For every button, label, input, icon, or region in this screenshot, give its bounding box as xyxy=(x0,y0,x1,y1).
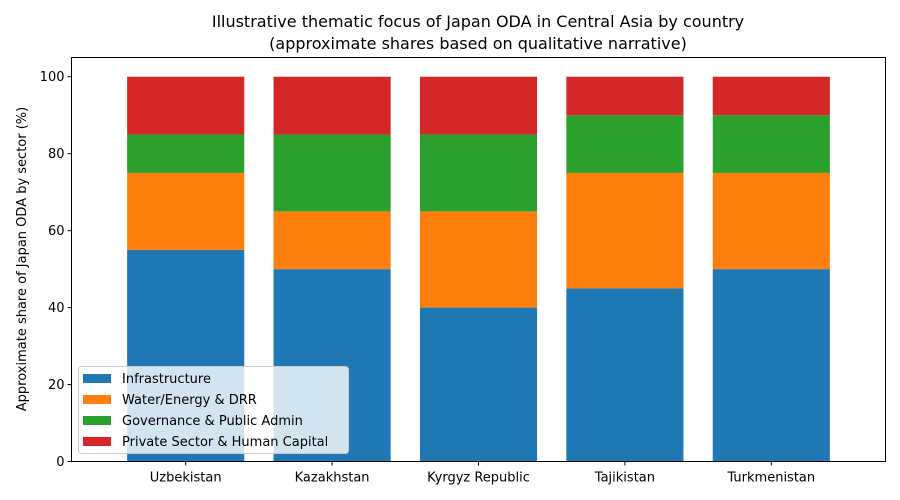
legend-box xyxy=(78,366,349,454)
chart-subtitle: (approximate shares based on qualitative… xyxy=(269,34,687,53)
x-tick-label: Turkmenistan xyxy=(726,471,815,486)
x-tick-label: Tajikistan xyxy=(594,471,655,486)
bar-segment xyxy=(419,307,538,462)
bar-segment xyxy=(712,172,830,270)
x-tick-label: Uzbekistan xyxy=(150,471,222,486)
bar-segment xyxy=(419,134,538,212)
y-tick-label: 80 xyxy=(48,147,65,162)
chart-title: Illustrative thematic focus of Japan ODA… xyxy=(212,12,744,31)
y-tick-label: 100 xyxy=(40,70,65,85)
bar-segment xyxy=(566,76,684,116)
bar-segment xyxy=(273,134,391,212)
y-tick-label: 0 xyxy=(56,455,64,470)
x-ticks: Uzbekistan Kazakhstan Kyrgyz Republic Tajik… xyxy=(150,461,815,486)
y-ticks: 0 20 40 60 80 100 xyxy=(40,70,72,470)
legend-swatch xyxy=(83,416,111,425)
y-tick-label: 60 xyxy=(48,224,65,239)
y-axis-label: Approximate share of Japan ODA by sector… xyxy=(15,107,30,411)
bar-segment xyxy=(712,269,830,462)
y-tick-label: 20 xyxy=(48,378,65,393)
bar-segment xyxy=(273,211,391,270)
bar-segment xyxy=(419,211,538,308)
x-tick-label: Kazakhstan xyxy=(295,471,370,486)
bar-segment xyxy=(712,76,830,116)
plot-frame xyxy=(71,57,886,462)
y-tick-label: 40 xyxy=(48,301,65,316)
bar-segment xyxy=(127,76,245,135)
legend-label: Governance & Public Admin xyxy=(122,414,303,429)
legend-label: Private Sector & Human Capital xyxy=(122,435,328,450)
bar-segment xyxy=(127,172,245,250)
legend-swatch xyxy=(83,437,111,446)
bar-segment xyxy=(127,134,245,173)
bar-segment xyxy=(566,172,684,289)
legend-label: Infrastructure xyxy=(122,372,211,387)
legend-label: Water/Energy & DRR xyxy=(122,393,257,408)
bar-segment xyxy=(566,115,684,173)
x-tick-label: Kyrgyz Republic xyxy=(427,471,530,486)
legend-swatch xyxy=(83,395,111,404)
bar-segment xyxy=(419,76,538,135)
legend: Infrastructure Water/Energy & DRR Governan… xyxy=(78,366,349,454)
bar-segment xyxy=(273,76,391,135)
bar-segment xyxy=(712,115,830,173)
legend-swatch xyxy=(83,374,111,383)
bar-segment xyxy=(566,288,684,462)
